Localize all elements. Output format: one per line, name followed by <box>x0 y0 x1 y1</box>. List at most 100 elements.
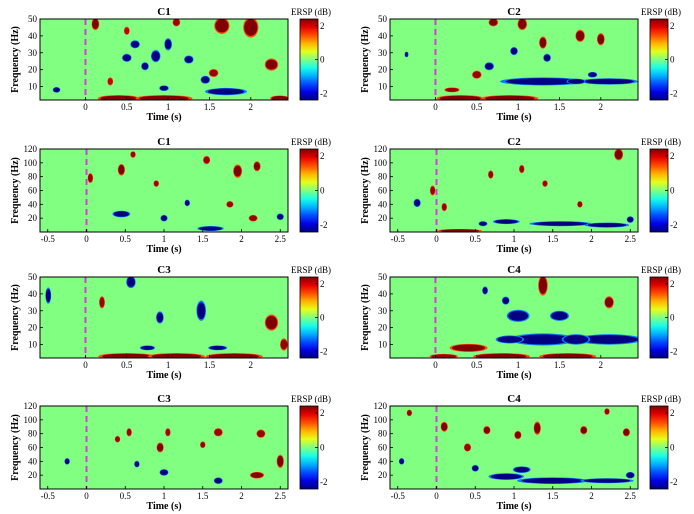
ersp-blob <box>483 426 490 434</box>
ersp-blob <box>514 431 521 439</box>
ersp-blob <box>563 335 589 344</box>
ersp-blob <box>551 311 568 321</box>
ersp-blob <box>542 353 593 358</box>
x-tick-label: 2 <box>249 360 254 370</box>
y-axis-label: Frequency (Hz) <box>360 284 371 351</box>
ersp-blob <box>203 156 210 164</box>
ersp-blob <box>115 436 120 442</box>
colorbar-tick-label: -2 <box>670 477 678 487</box>
x-tick-label: 1 <box>162 234 167 244</box>
y-tick-label: 20 <box>28 323 38 333</box>
x-tick-label: 1.5 <box>547 491 559 501</box>
ersp-blob <box>497 336 523 343</box>
ersp-blob <box>160 215 168 221</box>
ersp-blob <box>543 54 551 62</box>
x-tick-label: 2.5 <box>275 234 287 244</box>
x-tick-label: 1.5 <box>204 360 216 370</box>
ersp-blob <box>265 315 278 330</box>
ersp-blob <box>226 201 233 208</box>
x-axis-label: Time (s) <box>496 244 531 255</box>
panel-title: C1 <box>157 6 170 18</box>
x-tick-label: 2 <box>239 491 244 501</box>
y-tick-label: 40 <box>378 199 388 209</box>
y-tick-label: 120 <box>24 401 38 411</box>
x-axis-label: Time (s) <box>146 244 181 255</box>
x-tick-label: 2 <box>589 234 594 244</box>
x-tick-label: 1.5 <box>554 102 566 112</box>
x-tick-label: -0.5 <box>41 234 56 244</box>
x-axis-label: Time (s) <box>146 112 181 123</box>
y-tick-label: 100 <box>374 158 388 168</box>
colorbar-label: ERSP (dB) <box>291 394 331 404</box>
y-tick-label: 20 <box>28 65 38 75</box>
x-tick-label: 2.5 <box>625 234 637 244</box>
ersp-blob <box>580 426 587 434</box>
x-tick-label: 0 <box>83 102 88 112</box>
y-tick-label: 20 <box>28 470 38 480</box>
x-tick-label: 1.5 <box>197 491 209 501</box>
x-tick-label: 1 <box>166 360 171 370</box>
plot-frame <box>39 276 289 359</box>
colorbar-tick-label: 0 <box>320 186 325 196</box>
ersp-blob <box>485 62 494 70</box>
ersp-blob <box>126 277 136 288</box>
x-tick-label: 2 <box>599 102 604 112</box>
ersp-blob <box>118 164 125 175</box>
ersp-blob <box>508 310 529 321</box>
ersp-blob <box>604 297 614 308</box>
ersp-blob <box>623 428 630 436</box>
colorbar-tick-label: 2 <box>320 279 325 289</box>
x-tick-label: 1.5 <box>554 360 566 370</box>
ersp-blob <box>209 345 226 350</box>
y-tick-label: 10 <box>28 82 38 92</box>
x-tick-label: 0 <box>434 491 439 501</box>
y-tick-label: 120 <box>24 144 38 154</box>
y-tick-label: 40 <box>28 456 38 466</box>
y-tick-label: 50 <box>378 272 388 282</box>
ersp-blob <box>414 199 421 207</box>
ersp-blob <box>250 472 264 478</box>
y-axis-label: Frequency (Hz) <box>10 414 21 481</box>
ersp-blob <box>184 56 193 63</box>
ersp-blob <box>233 165 242 177</box>
colorbar-tick-label: 2 <box>320 151 325 161</box>
ersp-blob <box>64 458 70 465</box>
ersp-blob <box>626 472 635 478</box>
colorbar-label: ERSP (dB) <box>291 265 331 275</box>
ersp-blob <box>514 334 572 345</box>
ersp-blob <box>479 221 487 226</box>
y-tick-label: 40 <box>378 31 388 41</box>
colorbar-tick-label: 0 <box>320 443 325 453</box>
ersp-blob <box>441 203 447 211</box>
y-tick-label: 60 <box>28 443 38 453</box>
colorbar-tick-label: 2 <box>670 151 675 161</box>
x-tick-label: 1 <box>166 102 171 112</box>
ersp-blob <box>452 344 486 352</box>
ersp-blob <box>45 288 51 303</box>
ersp-blob <box>88 173 93 183</box>
x-tick-label: 0 <box>434 234 439 244</box>
colorbar-tick-label: 0 <box>320 313 325 323</box>
ersp-blob <box>604 408 610 415</box>
panel-title: C1 <box>157 136 170 148</box>
colorbar-tick-label: 0 <box>320 55 325 65</box>
y-tick-label: 40 <box>378 289 388 299</box>
panel-title: C3 <box>157 264 171 276</box>
ersp-blob <box>489 19 498 26</box>
ersp-blob <box>518 19 527 30</box>
ersp-blob <box>200 441 206 448</box>
ersp-blob <box>244 19 258 36</box>
ersp-blob <box>140 345 155 350</box>
x-tick-label: 0 <box>83 360 88 370</box>
ersp-blob <box>157 443 164 452</box>
ersp-blob <box>107 78 113 85</box>
ersp-blob <box>472 465 479 472</box>
x-tick-label: 1.5 <box>204 102 216 112</box>
x-tick-label: 2.5 <box>625 491 637 501</box>
x-tick-label: 0 <box>433 360 438 370</box>
